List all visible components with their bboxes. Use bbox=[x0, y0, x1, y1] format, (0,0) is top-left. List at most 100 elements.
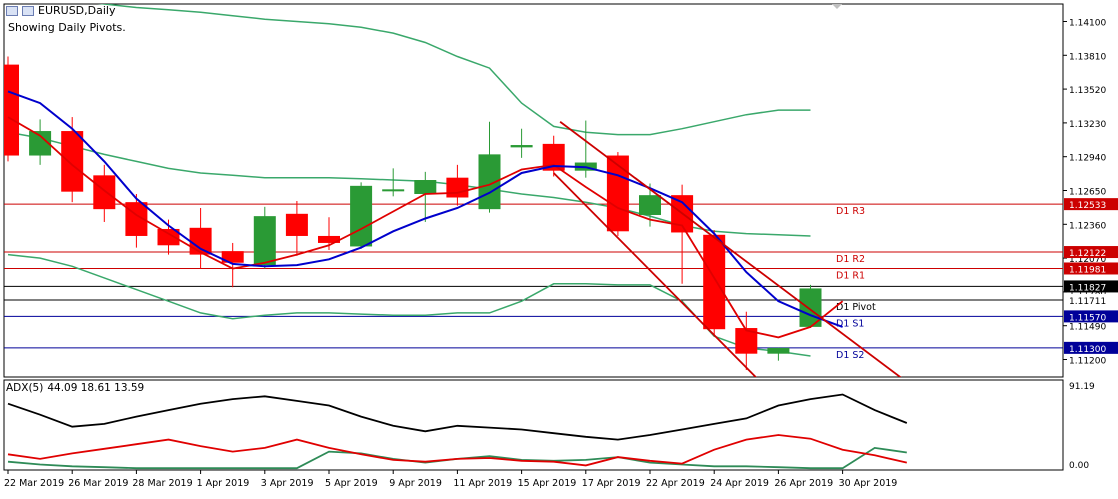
candle-2 bbox=[61, 117, 84, 203]
x-tick-label-5: 5 Apr 2019 bbox=[325, 478, 378, 489]
main-panel-frame bbox=[3, 3, 1064, 378]
pivot-price-tag-4-bg bbox=[1064, 310, 1118, 323]
chart-window-icon bbox=[6, 5, 18, 16]
pivot-label-4: D1 S1 bbox=[836, 318, 864, 329]
candle-1 bbox=[29, 119, 52, 165]
candle-11 bbox=[350, 182, 373, 249]
pivot-price-tag-0: 1.12533 bbox=[1069, 201, 1106, 211]
candle-8 bbox=[253, 206, 276, 269]
candle-24 bbox=[767, 347, 790, 361]
x-tick-label-10: 22 Apr 2019 bbox=[646, 478, 705, 489]
trend-channel-line-0 bbox=[559, 121, 902, 377]
candle-23 bbox=[735, 311, 758, 371]
y-tick-label-1: 1.13810 bbox=[1069, 52, 1106, 62]
pivot-price-tag-5-bg bbox=[1064, 341, 1118, 354]
indicator-axis-bottom: 0.00 bbox=[1069, 461, 1089, 471]
candle-body-16 bbox=[510, 145, 533, 148]
candle-body-14 bbox=[446, 177, 469, 198]
pivot-label-1: D1 R2 bbox=[836, 254, 865, 265]
candle-body-6 bbox=[189, 227, 212, 255]
x-tick-label-3: 1 Apr 2019 bbox=[197, 478, 250, 489]
candle-body-10 bbox=[318, 235, 340, 243]
candle-body-3 bbox=[93, 175, 116, 210]
symbol-title-box: EURUSD,Daily bbox=[6, 4, 115, 17]
pivot-price-tag-5: 1.11300 bbox=[1069, 345, 1106, 355]
x-tick-label-6: 9 Apr 2019 bbox=[389, 478, 442, 489]
pivot-label-5: D1 S2 bbox=[836, 350, 864, 361]
pivot-price-tag-2-bg bbox=[1064, 262, 1118, 275]
indicator-panel-frame bbox=[3, 379, 1064, 471]
x-tick-label-7: 11 Apr 2019 bbox=[453, 478, 512, 489]
pivot-price-tag-1-bg bbox=[1064, 246, 1118, 259]
candle-body-8 bbox=[253, 216, 276, 266]
x-tick-label-11: 24 Apr 2019 bbox=[710, 478, 769, 489]
pivot-price-tag-1: 1.12122 bbox=[1069, 249, 1106, 259]
pivots-subtitle: Showing Daily Pivots. bbox=[8, 21, 126, 34]
candle-body-22 bbox=[703, 234, 726, 330]
pivot-label-3: D1 Pivot bbox=[836, 302, 876, 313]
x-tick-label-12: 26 Apr 2019 bbox=[774, 478, 833, 489]
x-tick-label-13: 30 Apr 2019 bbox=[839, 478, 898, 489]
indicator-name: ADX(5) bbox=[6, 382, 44, 394]
candle-body-20 bbox=[639, 195, 661, 215]
candle-7 bbox=[221, 242, 244, 288]
candle-body-11 bbox=[350, 185, 373, 247]
adx-series-0 bbox=[7, 393, 908, 441]
y-tick-label-5: 1.12650 bbox=[1069, 188, 1106, 198]
pivot-price-tag-3-bg bbox=[1064, 293, 1118, 306]
candle-body-12 bbox=[382, 189, 405, 192]
y-tick-label-0: 1.14100 bbox=[1069, 18, 1106, 28]
trend-channel-line-1 bbox=[553, 172, 757, 377]
indicator-title: ADX(5) 44.09 18.61 13.59 bbox=[6, 382, 144, 394]
x-tick-label-8: 15 Apr 2019 bbox=[518, 478, 577, 489]
bollinger-upper-line bbox=[97, 4, 811, 136]
x-tick-label-1: 26 Mar 2019 bbox=[68, 478, 128, 489]
candle-9 bbox=[285, 200, 308, 256]
candle-body-13 bbox=[414, 180, 437, 194]
candle-body-2 bbox=[61, 131, 84, 192]
y-tick-label-10: 1.11200 bbox=[1069, 357, 1106, 367]
current-price-tag: 1.11827 bbox=[1069, 283, 1106, 293]
candle-body-9 bbox=[285, 213, 308, 236]
candle-13 bbox=[414, 171, 437, 222]
candle-16 bbox=[510, 128, 533, 158]
candle-body-24 bbox=[767, 347, 790, 354]
current-price-tag-bg bbox=[1064, 280, 1118, 293]
candle-body-17 bbox=[542, 143, 565, 171]
moving-average-blue-line bbox=[7, 90, 843, 328]
candle-6 bbox=[189, 207, 212, 269]
candle-0 bbox=[4, 56, 19, 162]
candle-22 bbox=[703, 230, 726, 337]
pivot-label-0: D1 R3 bbox=[836, 206, 865, 217]
y-tick-label-4: 1.12940 bbox=[1069, 154, 1106, 164]
y-tick-label-2: 1.13520 bbox=[1069, 86, 1106, 96]
adx-series-2 bbox=[7, 434, 907, 467]
pivot-price-tag-3: 1.11711 bbox=[1069, 297, 1106, 307]
moving-average-red-line bbox=[7, 116, 844, 339]
candle-17 bbox=[542, 135, 565, 177]
y-tick-label-3: 1.13230 bbox=[1069, 120, 1106, 130]
symbol-title: EURUSD,Daily bbox=[38, 4, 116, 17]
x-tick-label-9: 17 Apr 2019 bbox=[582, 478, 641, 489]
candle-3 bbox=[93, 164, 116, 222]
pivot-price-tag-2: 1.11981 bbox=[1069, 265, 1106, 275]
indicator-axis-top: 91.19 bbox=[1069, 382, 1095, 392]
y-tick-label-8: 1.11780 bbox=[1069, 289, 1106, 299]
candle-body-19 bbox=[606, 155, 629, 232]
candle-body-7 bbox=[221, 251, 244, 263]
chart-shift-marker-icon bbox=[832, 4, 842, 9]
indicator-values: 44.09 18.61 13.59 bbox=[47, 382, 145, 394]
pivot-price-tag-0-bg bbox=[1064, 198, 1118, 211]
y-tick-label-7: 1.12070 bbox=[1069, 255, 1106, 265]
x-tick-label-0: 22 Mar 2019 bbox=[4, 478, 64, 489]
candle-body-1 bbox=[29, 131, 52, 156]
chart-window-icon-2 bbox=[22, 5, 34, 16]
y-tick-label-6: 1.12360 bbox=[1069, 221, 1106, 231]
pivot-price-tag-4: 1.11570 bbox=[1069, 313, 1106, 323]
x-tick-label-4: 3 Apr 2019 bbox=[261, 478, 314, 489]
candle-body-5 bbox=[157, 228, 180, 246]
pivot-label-2: D1 R1 bbox=[836, 270, 865, 281]
x-tick-label-2: 28 Mar 2019 bbox=[132, 478, 192, 489]
